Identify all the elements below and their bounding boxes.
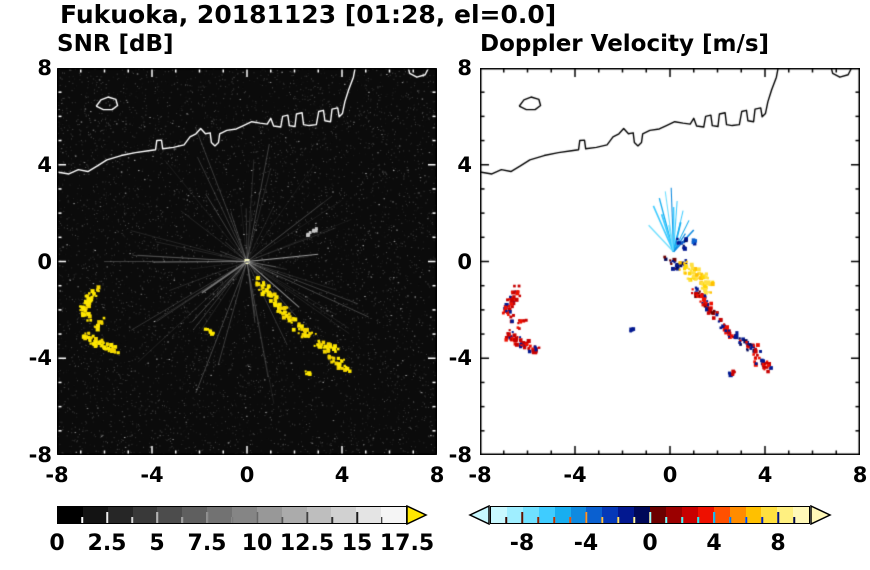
snr-x-axis-labels: -8 -4 0 4 8: [45, 463, 444, 489]
doppler-plot-canvas: [480, 68, 860, 455]
snr-colorbar-over-arrow-icon: [406, 505, 428, 525]
colorbar-step: [491, 507, 507, 523]
axis-tick-label: 8: [457, 56, 472, 80]
doppler-colorbar-under-arrow-icon: [468, 505, 490, 525]
colorbar-step: [793, 507, 810, 523]
colorbar-step: [281, 507, 307, 523]
colorbar-tick-label: 2.5: [87, 531, 127, 556]
axis-tick-label: -8: [28, 443, 52, 467]
axis-tick-label: 0: [37, 249, 52, 274]
colorbar-step: [306, 507, 332, 523]
colorbar-step: [697, 507, 714, 523]
doppler-colorbar-over-arrow-icon: [810, 505, 832, 525]
axis-tick-label: -8: [468, 463, 492, 487]
colorbar-step: [602, 507, 619, 523]
colorbar-step: [538, 507, 555, 523]
colorbar-step: [586, 507, 603, 523]
doppler-colorbar-labels: -8 -4 0 4 8: [490, 531, 810, 561]
colorbar-step: [729, 507, 746, 523]
colorbar-step: [256, 507, 282, 523]
doppler-panel-title: Doppler Velocity [m/s]: [480, 31, 770, 57]
colorbar-step: [570, 507, 587, 523]
snr-colorbar-labels: 0 2.5 5 7.5 10 12.5 15 17.5: [49, 531, 434, 561]
colorbar-step: [522, 507, 539, 523]
axis-tick-label: 4: [37, 152, 52, 177]
colorbar-step: [650, 507, 666, 523]
colorbar-tick-label: -8: [509, 531, 535, 556]
figure-title: Fukuoka, 20181123 [01:28, el=0.0]: [60, 0, 557, 29]
colorbar-step: [381, 507, 407, 523]
colorbar-tick-label: 12.5: [279, 531, 335, 556]
snr-panel-title: SNR [dB]: [57, 31, 174, 57]
colorbar-step: [745, 507, 762, 523]
colorbar-step: [107, 507, 133, 523]
colorbar-step: [207, 507, 233, 523]
axis-tick-label: 8: [429, 463, 445, 487]
axis-tick-label: -4: [563, 463, 587, 487]
colorbar-tick-label: 5: [149, 531, 165, 556]
colorbar-tick-label: 10: [241, 531, 273, 556]
colorbar-tick-label: -4: [573, 531, 599, 556]
axis-tick-label: -4: [140, 463, 164, 487]
colorbar-tick-label: 0: [49, 531, 65, 556]
colorbar-step: [356, 507, 382, 523]
colorbar-step: [618, 507, 635, 523]
axis-tick-label: -4: [448, 346, 472, 371]
axis-tick-label: -8: [448, 443, 472, 467]
colorbar-step: [182, 507, 208, 523]
colorbar-step: [506, 507, 523, 523]
snr-plot-canvas: [57, 68, 437, 455]
colorbar-step: [665, 507, 682, 523]
axis-tick-label: 4: [334, 463, 350, 487]
colorbar-step: [554, 507, 571, 523]
axis-tick-label: 4: [457, 152, 472, 177]
colorbar-tick-label: 4: [706, 531, 722, 556]
colorbar-step: [331, 507, 357, 523]
colorbar-step: [634, 507, 651, 523]
doppler-x-axis-labels: -8 -4 0 4 8: [468, 463, 867, 489]
snr-colorbar: [57, 506, 407, 524]
colorbar-step: [681, 507, 698, 523]
doppler-y-axis-labels: -8 -4 0 4 8: [438, 56, 472, 467]
axis-tick-label: 4: [757, 463, 773, 487]
axis-tick-label: 8: [852, 463, 868, 487]
colorbar-step: [713, 507, 730, 523]
snr-y-axis-labels: -8 -4 0 4 8: [18, 56, 52, 467]
axis-tick-label: 0: [662, 463, 678, 487]
axis-tick-label: 0: [239, 463, 255, 487]
colorbar-tick-label: 15: [341, 531, 373, 556]
colorbar-tick-label: 0: [642, 531, 658, 556]
colorbar-step: [157, 507, 183, 523]
axis-tick-label: -4: [28, 346, 52, 371]
colorbar-tick-label: 8: [770, 531, 786, 556]
colorbar-tick-label: 7.5: [187, 531, 227, 556]
colorbar-step: [761, 507, 778, 523]
axis-tick-label: 8: [37, 56, 52, 80]
axis-tick-label: -8: [45, 463, 69, 487]
axis-tick-label: 0: [457, 249, 472, 274]
colorbar-step: [58, 507, 83, 523]
doppler-colorbar: [490, 506, 810, 524]
colorbar-step: [232, 507, 257, 523]
colorbar-step: [777, 507, 794, 523]
colorbar-tick-label: 17.5: [379, 531, 435, 556]
colorbar-step: [132, 507, 158, 523]
colorbar-step: [82, 507, 108, 523]
